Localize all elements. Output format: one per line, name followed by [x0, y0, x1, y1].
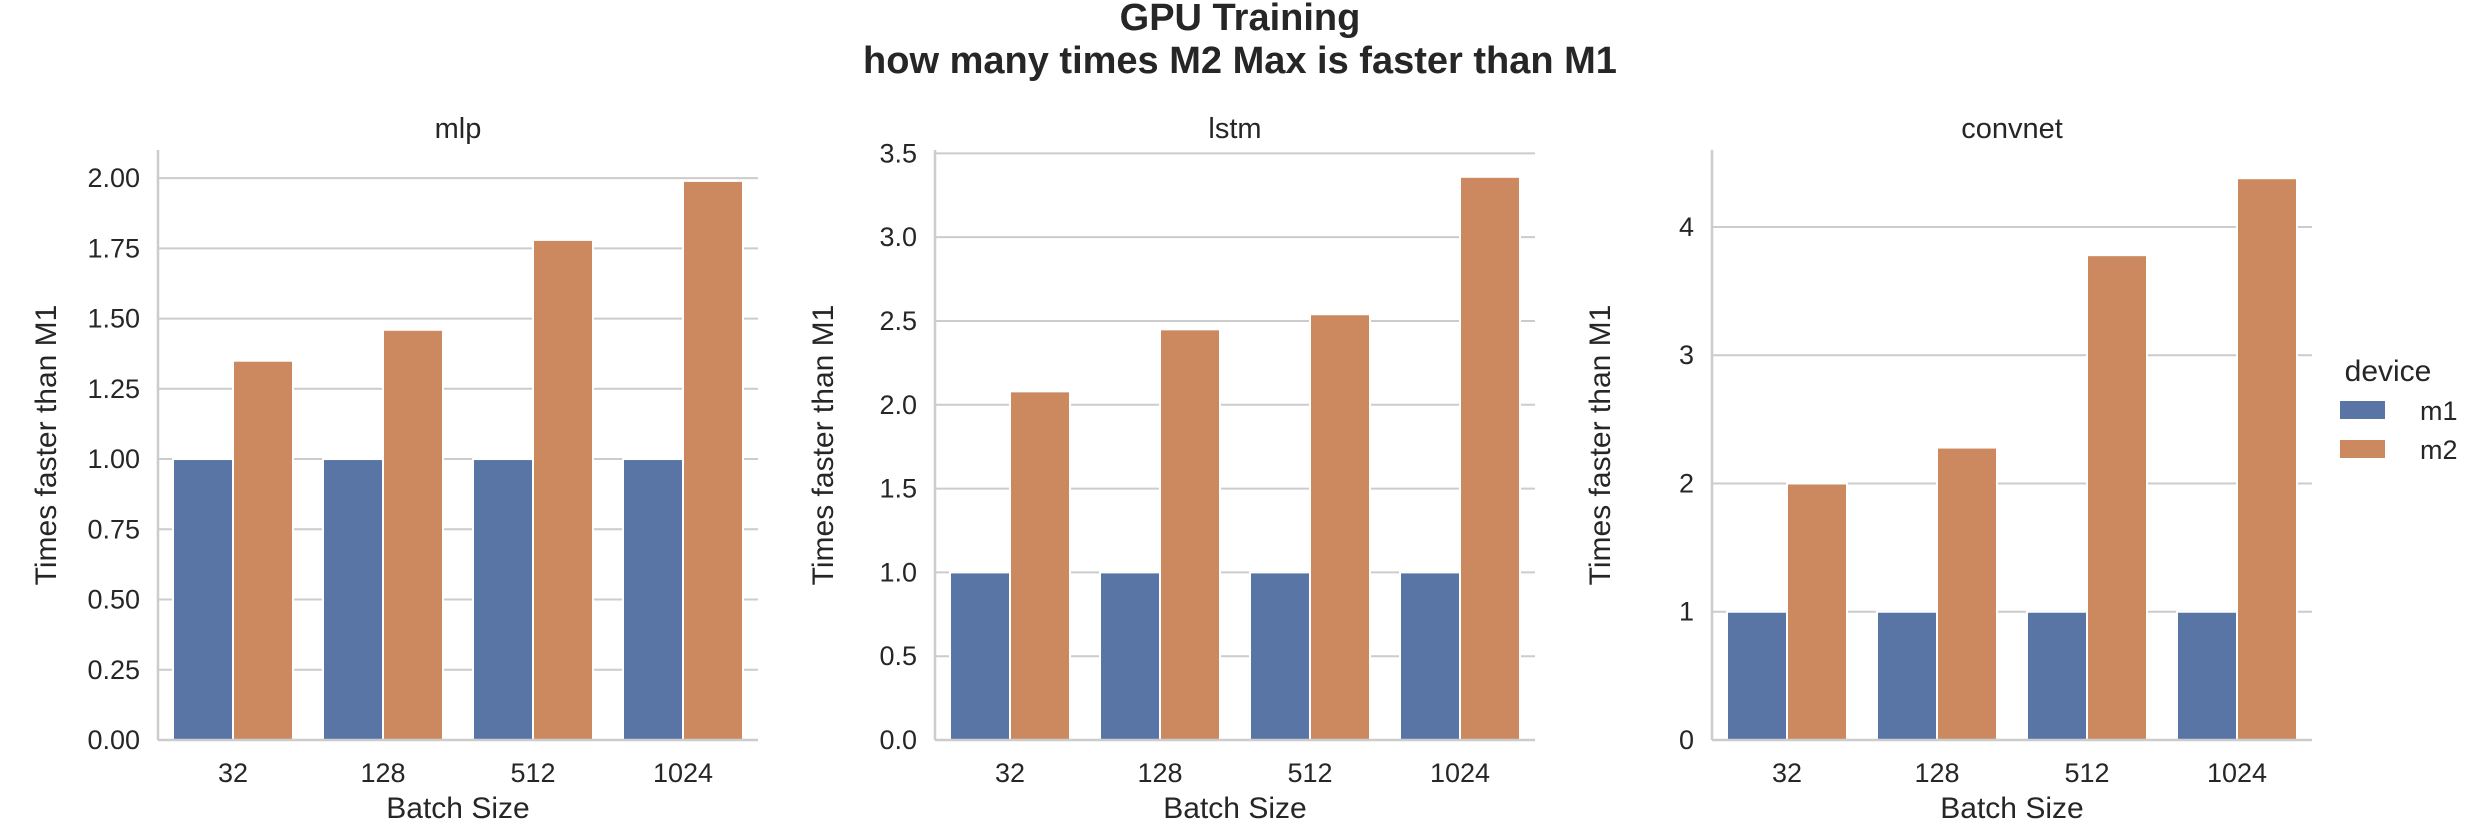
bar-m1-1024	[1399, 571, 1461, 741]
figure-title-line2: how many times M2 Max is faster than M1	[863, 40, 1617, 82]
bar-m1-1024	[2176, 610, 2238, 741]
x-tick-label: 1024	[1430, 758, 1490, 788]
x-tick-label: 128	[1137, 758, 1182, 788]
y-tick-label: 0.25	[87, 655, 140, 685]
y-tick-label: 0.0	[879, 725, 917, 755]
y-tick-label: 3.0	[879, 222, 917, 252]
y-tick-label: 2.00	[87, 163, 140, 193]
bar-m2-512	[532, 238, 594, 741]
x-axis-label: Batch Size	[386, 792, 529, 825]
bar-m2-512	[2086, 254, 2148, 741]
y-tick-label: 0	[1679, 725, 1694, 755]
y-tick-label: 2.0	[879, 390, 917, 420]
bar-m1-32	[1726, 610, 1788, 741]
y-axis-label: Times faster than M1	[1584, 305, 1617, 586]
y-tick-label: 2	[1679, 468, 1694, 498]
bar-m2-128	[1159, 328, 1221, 741]
bar-m2-128	[1936, 446, 1998, 741]
bar-m1-512	[472, 458, 534, 741]
legend-label-m1: m1	[2420, 396, 2458, 426]
bar-m2-1024	[682, 179, 744, 741]
bar-m2-32	[232, 359, 294, 741]
y-tick-label: 0.00	[87, 725, 140, 755]
y-tick-label: 1.5	[879, 474, 917, 504]
y-tick-label: 3.5	[879, 138, 917, 168]
legend-label-m2: m2	[2420, 435, 2458, 465]
y-axis-label: Times faster than M1	[807, 305, 840, 586]
y-tick-label: 1.00	[87, 444, 140, 474]
x-tick-label: 32	[218, 758, 248, 788]
legend-swatch-m1	[2340, 401, 2385, 419]
y-axis-label: Times faster than M1	[30, 305, 63, 586]
bar-m2-128	[382, 328, 444, 741]
bar-m1-512	[1249, 571, 1311, 741]
legend: device m1 m2	[2340, 355, 2458, 465]
x-tick-label: 1024	[653, 758, 713, 788]
y-tick-label: 4	[1679, 212, 1694, 242]
panel-mlp: 0.00 0.25 0.50 0.75 1.00 1.25 1.50 1.75 2.00 32 12…	[30, 113, 758, 825]
bar-m2-32	[1786, 482, 1848, 741]
y-tick-label: 1.25	[87, 374, 140, 404]
legend-swatch-m2	[2340, 440, 2385, 458]
x-axis-label: Batch Size	[1940, 792, 2083, 825]
y-tick-label: 1.0	[879, 557, 917, 587]
bar-m1-128	[1876, 610, 1938, 741]
y-tick-label: 2.5	[879, 306, 917, 336]
x-tick-label: 32	[995, 758, 1025, 788]
facet-title: lstm	[1208, 113, 1261, 145]
x-tick-label: 512	[1287, 758, 1332, 788]
bar-m1-128	[322, 458, 384, 741]
bar-m1-32	[172, 458, 234, 741]
bar-m2-1024	[1459, 175, 1521, 741]
bar-m2-32	[1009, 390, 1071, 741]
y-tick-label: 0.5	[879, 641, 917, 671]
bar-m1-1024	[622, 458, 684, 741]
x-tick-label: 128	[1914, 758, 1959, 788]
x-tick-label: 32	[1772, 758, 1802, 788]
y-tick-label: 1	[1679, 597, 1694, 627]
bar-m2-1024	[2236, 177, 2298, 741]
x-tick-label: 512	[2064, 758, 2109, 788]
bar-m1-32	[949, 571, 1011, 741]
x-tick-label: 512	[510, 758, 555, 788]
x-axis-label: Batch Size	[1163, 792, 1306, 825]
y-tick-label: 1.75	[87, 233, 140, 263]
x-tick-label: 128	[360, 758, 405, 788]
y-tick-label: 0.75	[87, 514, 140, 544]
facet-title: convnet	[1961, 113, 2063, 145]
bar-m1-512	[2026, 610, 2088, 741]
y-tick-label: 3	[1679, 340, 1694, 370]
bar-m1-128	[1099, 571, 1161, 741]
figure-title-line1: GPU Training	[1120, 0, 1361, 39]
y-tick-label: 0.50	[87, 585, 140, 615]
facet-title: mlp	[435, 113, 482, 145]
panel-convnet: 0 1 2 3 4 32 128 512 1024 convnet Batch Size Times …	[1584, 113, 2312, 825]
panel-lstm: 0.0 0.5 1.0 1.5 2.0 2.5 3.0 3.5 32 128 512 1024 lstm…	[807, 113, 1535, 825]
y-tick-label: 1.50	[87, 304, 140, 334]
x-tick-label: 1024	[2207, 758, 2267, 788]
bar-m2-512	[1309, 313, 1371, 741]
legend-title: device	[2345, 355, 2432, 388]
